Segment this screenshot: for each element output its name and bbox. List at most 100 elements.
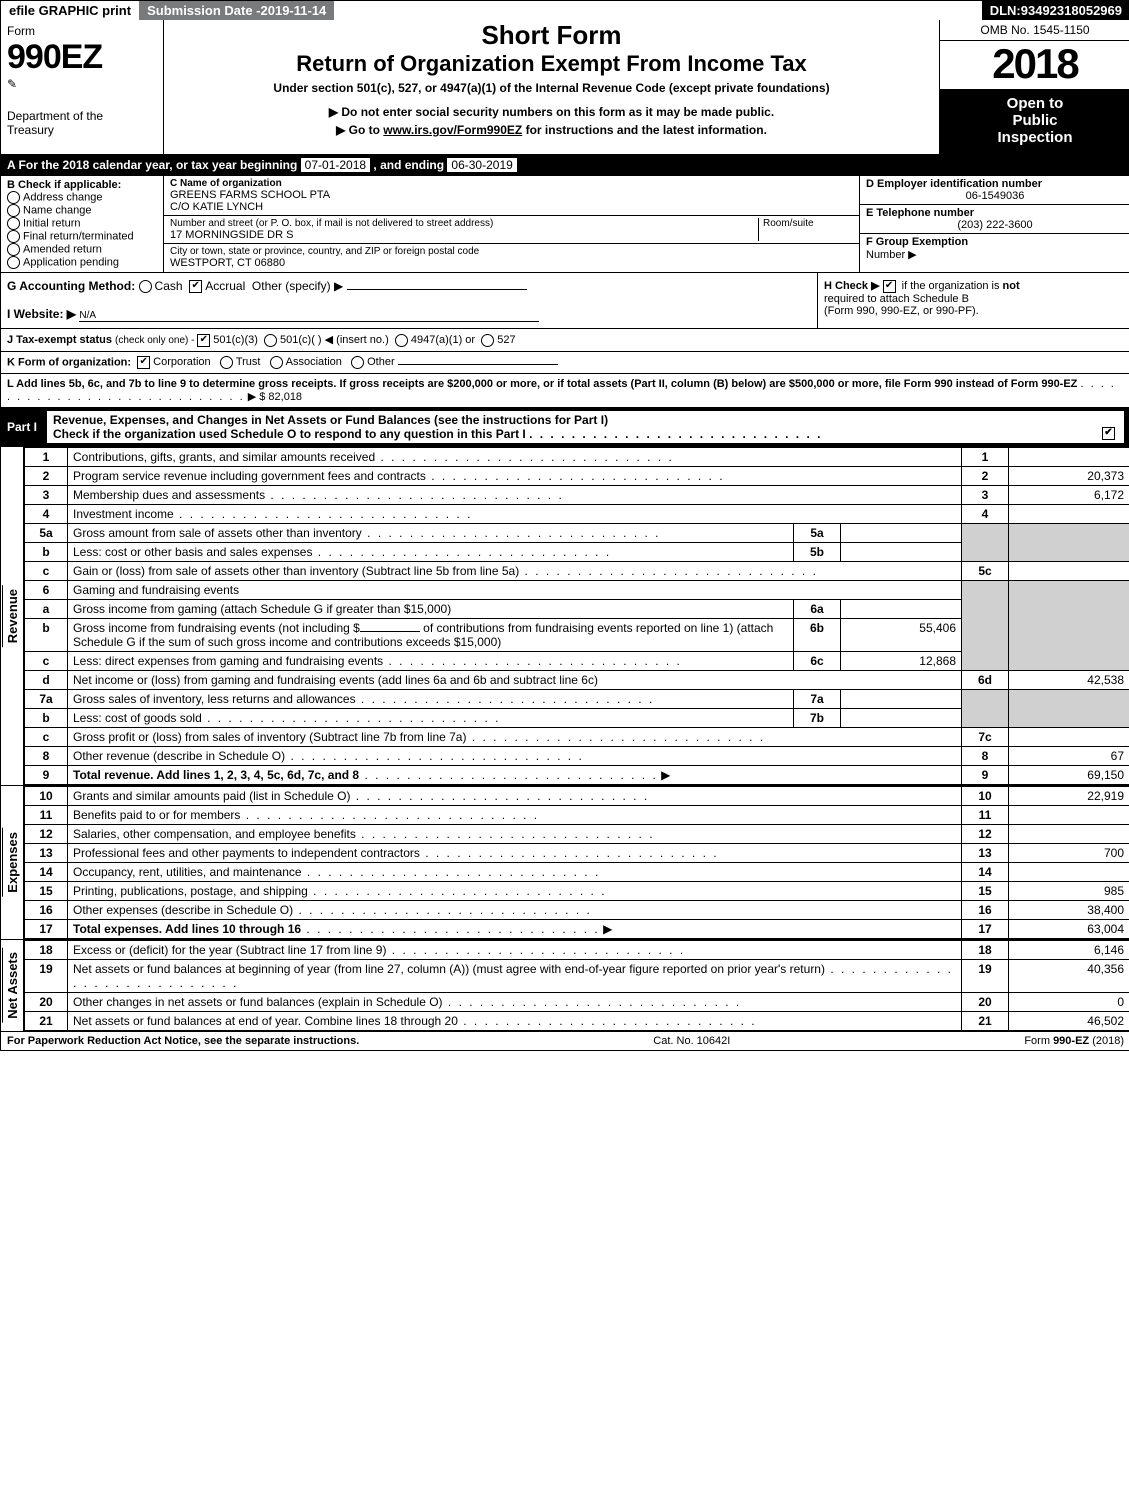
l19-text: Net assets or fund balances at beginning… — [73, 962, 825, 976]
ein-value: 06-1549036 — [866, 190, 1124, 202]
line-14: 14Occupancy, rent, utilities, and mainte… — [25, 862, 1129, 881]
l10-val: 22,919 — [1009, 786, 1129, 805]
j-c-lbl: 501(c)( ) ◀ (insert no.) — [280, 334, 389, 346]
line-15: 15Printing, publications, postage, and s… — [25, 881, 1129, 900]
k-other[interactable]: Other — [351, 356, 395, 368]
i-value[interactable]: N/A — [79, 310, 539, 322]
row-i: I Website: ▶ N/A — [7, 307, 811, 322]
dln-value: 93492318052969 — [1021, 3, 1122, 18]
row-l: L Add lines 5b, 6c, and 7b to line 9 to … — [1, 374, 1129, 408]
j-527[interactable]: 527 — [481, 334, 515, 346]
l6b-blank[interactable] — [360, 631, 420, 632]
efile-label: efile GRAPHIC print — [1, 1, 139, 20]
j-527-lbl: 527 — [497, 334, 515, 346]
line-17: 17Total expenses. Add lines 10 through 1… — [25, 919, 1129, 938]
l7c-val — [1009, 727, 1129, 746]
g-cash[interactable]: Cash — [139, 279, 183, 293]
h-pre: H Check ▶ — [824, 280, 883, 292]
part1-note: (see the instructions for Part I) — [434, 413, 608, 427]
row-g: G Accounting Method: Cash Accrual Other … — [1, 273, 817, 328]
header-left: Form 990EZ ✎ Department of the Treasury — [1, 20, 164, 154]
c-name-cell: C Name of organization GREENS FARMS SCHO… — [164, 176, 859, 216]
g-label: G Accounting Method: — [7, 279, 135, 293]
g-other[interactable]: Other (specify) ▶ — [252, 279, 343, 293]
block-b: B Check if applicable: Address change Na… — [1, 176, 164, 272]
l3-text: Membership dues and assessments — [73, 488, 265, 502]
footer-left: For Paperwork Reduction Act Notice, see … — [7, 1035, 359, 1047]
c-city-cell: City or town, state or province, country… — [164, 244, 859, 271]
org-name-2: C/O KATIE LYNCH — [170, 201, 853, 213]
line-12: 12Salaries, other compensation, and empl… — [25, 824, 1129, 843]
dln: DLN: 93492318052969 — [982, 1, 1129, 20]
chk-address[interactable]: Address change — [7, 191, 157, 204]
h-checkbox[interactable] — [883, 280, 896, 293]
g-other-field[interactable] — [347, 289, 527, 290]
l8-text: Other revenue (describe in Schedule O) — [73, 749, 285, 763]
netassets-section: Net Assets 18Excess or (deficit) for the… — [1, 939, 1129, 1031]
l15-text: Printing, publications, postage, and shi… — [73, 884, 308, 898]
netassets-label: Net Assets — [2, 948, 22, 1023]
l2-val: 20,373 — [1009, 466, 1129, 485]
lbl-address: Address change — [23, 191, 103, 203]
short-form-title: Short Form — [172, 20, 931, 51]
line-10: 10Grants and similar amounts paid (list … — [25, 786, 1129, 805]
revenue-side: Revenue — [1, 447, 24, 785]
city-label: City or town, state or province, country… — [170, 246, 853, 257]
netassets-side: Net Assets — [1, 940, 24, 1031]
omb-number: OMB No. 1545-1150 — [940, 20, 1129, 41]
l1-text: Contributions, gifts, grants, and simila… — [73, 450, 375, 464]
chk-name[interactable]: Name change — [7, 204, 157, 217]
row-j: J Tax-exempt status (check only one) - 5… — [1, 329, 1129, 352]
part1-schedO-check[interactable] — [1102, 427, 1115, 440]
j-501c[interactable]: 501(c)( ) ◀ (insert no.) — [264, 334, 389, 346]
spacer — [334, 1, 981, 20]
l10-text: Grants and similar amounts paid (list in… — [73, 789, 350, 803]
l9-text: Total revenue. Add lines 1, 2, 3, 4, 5c,… — [73, 768, 359, 782]
l16-val: 38,400 — [1009, 900, 1129, 919]
lbl-initial: Initial return — [23, 217, 80, 229]
line-19: 19Net assets or fund balances at beginni… — [25, 959, 1129, 992]
city-value: WESTPORT, CT 06880 — [170, 257, 853, 269]
badge-3: Inspection — [944, 129, 1126, 146]
l11-text: Benefits paid to or for members — [73, 808, 240, 822]
l5a-text: Gross amount from sale of assets other t… — [73, 526, 362, 540]
chk-amended[interactable]: Amended return — [7, 243, 157, 256]
h-text: if the organization is — [902, 280, 1003, 292]
j-note: (check only one) - — [115, 335, 197, 346]
inspection-badge: Open to Public Inspection — [940, 89, 1129, 154]
l6b-mid: 55,406 — [841, 618, 962, 651]
e-label: E Telephone number — [866, 207, 1124, 219]
line-13: 13Professional fees and other payments t… — [25, 843, 1129, 862]
k-trust[interactable]: Trust — [220, 356, 261, 368]
j-label: J Tax-exempt status — [7, 334, 115, 346]
line-11: 11Benefits paid to or for members11 — [25, 805, 1129, 824]
subtitle: Under section 501(c), 527, or 4947(a)(1)… — [172, 81, 931, 95]
chk-initial[interactable]: Initial return — [7, 217, 157, 230]
k-other-field[interactable] — [398, 364, 558, 365]
header-right: OMB No. 1545-1150 2018 Open to Public In… — [939, 20, 1129, 154]
l-text: L Add lines 5b, 6c, and 7b to line 9 to … — [7, 378, 1077, 390]
footer-right: Form 990-EZ (2018) — [1024, 1035, 1124, 1047]
line-8: 8Other revenue (describe in Schedule O)8… — [25, 746, 1129, 765]
dln-label: DLN: — [990, 3, 1021, 18]
k-assoc[interactable]: Association — [270, 356, 342, 368]
row-g-h: G Accounting Method: Cash Accrual Other … — [1, 273, 1129, 329]
e-phone-cell: E Telephone number (203) 222-3600 — [860, 205, 1129, 234]
street-label: Number and street (or P. O. box, if mail… — [170, 218, 758, 229]
l5b-mid — [841, 542, 962, 561]
j-4947[interactable]: 4947(a)(1) or — [395, 334, 475, 346]
l5a-mid — [841, 523, 962, 542]
l6c-text: Less: direct expenses from gaming and fu… — [73, 654, 383, 668]
line-6d: dNet income or (loss) from gaming and fu… — [25, 670, 1129, 689]
g-accrual[interactable]: Accrual — [189, 279, 245, 293]
chk-pending[interactable]: Application pending — [7, 256, 157, 269]
l18-val: 6,146 — [1009, 940, 1129, 959]
chk-final[interactable]: Final return/terminated — [7, 230, 157, 243]
goto-tail: for instructions and the latest informat… — [526, 123, 767, 137]
efile-icon: ✎ — [7, 77, 157, 91]
goto-link[interactable]: www.irs.gov/Form990EZ — [383, 123, 522, 137]
j-501c3[interactable]: 501(c)(3) — [197, 334, 258, 346]
l16-text: Other expenses (describe in Schedule O) — [73, 903, 293, 917]
k-corp[interactable]: Corporation — [137, 356, 210, 368]
identity-block: B Check if applicable: Address change Na… — [1, 176, 1129, 273]
